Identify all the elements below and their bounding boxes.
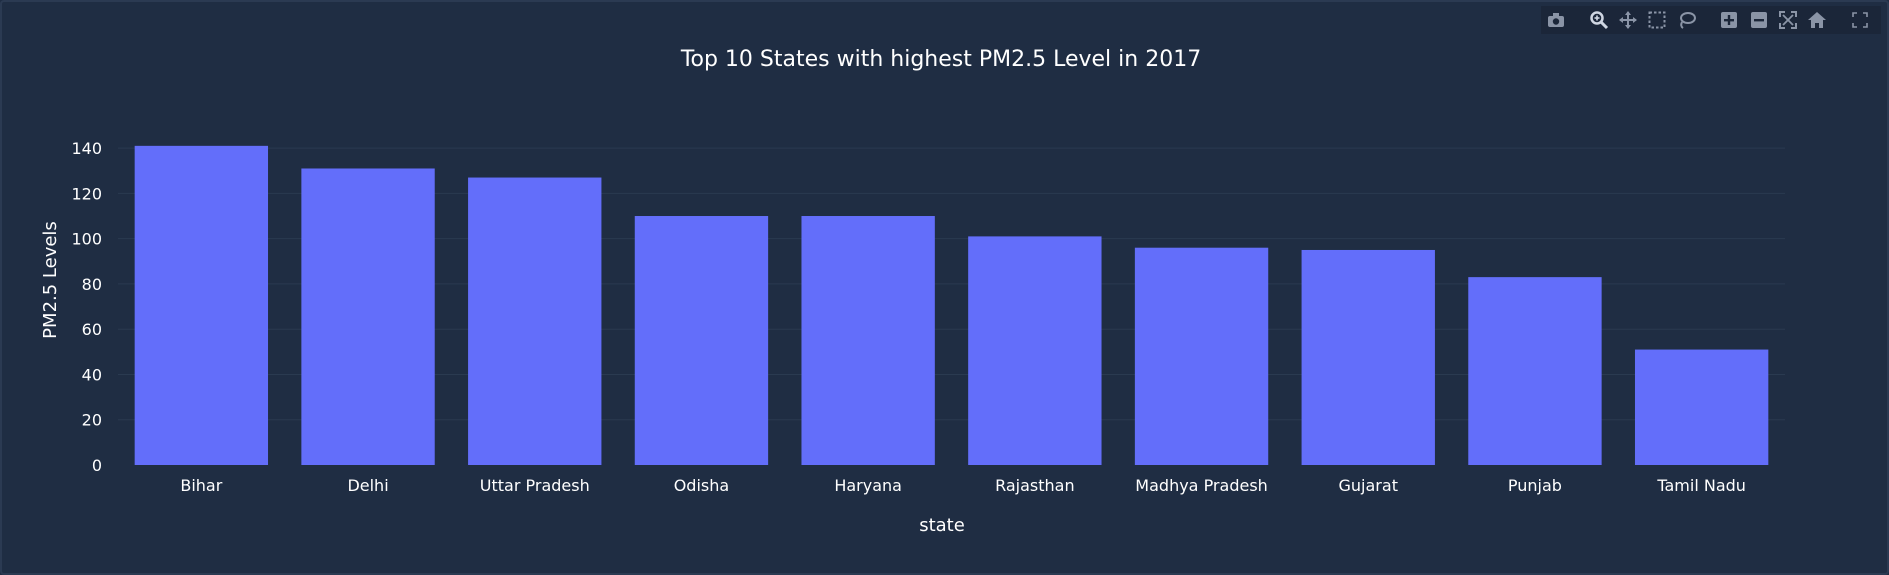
chart-title: Top 10 States with highest PM2.5 Level i… — [680, 47, 1201, 72]
zoom-icon — [1589, 11, 1608, 30]
y-tick-label: 60 — [82, 320, 102, 339]
autoscale-icon — [1779, 11, 1798, 29]
modebar — [1541, 6, 1881, 34]
zoom-in-button[interactable] — [1717, 7, 1742, 33]
box-select-icon — [1648, 11, 1666, 29]
y-axis-ticks: 0 20 40 60 80 100 120 140 — [71, 139, 102, 475]
fullscreen-button[interactable] — [1848, 7, 1873, 33]
x-tick-label: Madhya Pradesh — [1135, 476, 1268, 495]
y-tick-label: 100 — [71, 230, 102, 249]
bar-punjab[interactable] — [1468, 277, 1602, 465]
zoom-out-button[interactable] — [1746, 7, 1771, 33]
bar-tamil-nadu[interactable] — [1634, 349, 1769, 465]
bar-delhi[interactable] — [301, 168, 435, 465]
x-tick-label: Bihar — [180, 476, 222, 495]
autoscale-button[interactable] — [1775, 7, 1800, 33]
x-tick-label: Gujarat — [1339, 476, 1398, 495]
y-tick-label: 80 — [82, 275, 102, 294]
zoom-out-icon — [1750, 12, 1767, 28]
bar-gujarat[interactable] — [1301, 249, 1435, 465]
bar-madhya-pradesh[interactable] — [1134, 247, 1269, 465]
y-axis-title: PM2.5 Levels — [40, 221, 61, 339]
x-axis-ticks: Bihar Delhi Uttar Pradesh Odisha Haryana Raja… — [180, 476, 1746, 495]
reset-axes-button[interactable] — [1805, 7, 1830, 33]
bar-rajasthan[interactable] — [968, 236, 1102, 465]
x-tick-label: Uttar Pradesh — [480, 476, 590, 495]
reset-axes-icon — [1808, 12, 1827, 28]
lasso-select-button[interactable] — [1674, 7, 1699, 33]
y-tick-label: 140 — [71, 139, 102, 158]
x-tick-label: Delhi — [347, 476, 388, 495]
bar-haryana[interactable] — [801, 216, 935, 465]
pan-icon — [1618, 11, 1637, 29]
bars — [134, 145, 1769, 465]
zoom-button[interactable] — [1586, 7, 1611, 33]
camera-button[interactable] — [1543, 7, 1568, 33]
camera-icon — [1547, 13, 1564, 27]
box-select-button[interactable] — [1645, 7, 1670, 33]
x-tick-label: Haryana — [834, 476, 902, 495]
pan-button[interactable] — [1615, 7, 1640, 33]
fullscreen-icon — [1852, 12, 1869, 28]
bar-uttar-pradesh[interactable] — [468, 177, 602, 465]
x-axis-title: state — [919, 515, 965, 536]
lasso-select-icon — [1679, 12, 1696, 29]
zoom-in-icon — [1721, 12, 1738, 28]
y-tick-label: 20 — [82, 411, 102, 430]
bar-odisha[interactable] — [634, 216, 769, 465]
bar-bihar[interactable] — [134, 145, 269, 465]
y-tick-label: 120 — [71, 184, 102, 203]
y-tick-label: 0 — [92, 456, 102, 475]
x-tick-label: Odisha — [674, 476, 729, 495]
y-tick-label: 40 — [82, 365, 102, 384]
x-tick-label: Punjab — [1508, 476, 1562, 495]
x-tick-label: Rajasthan — [995, 476, 1075, 495]
x-tick-label: Tamil Nadu — [1656, 476, 1746, 495]
